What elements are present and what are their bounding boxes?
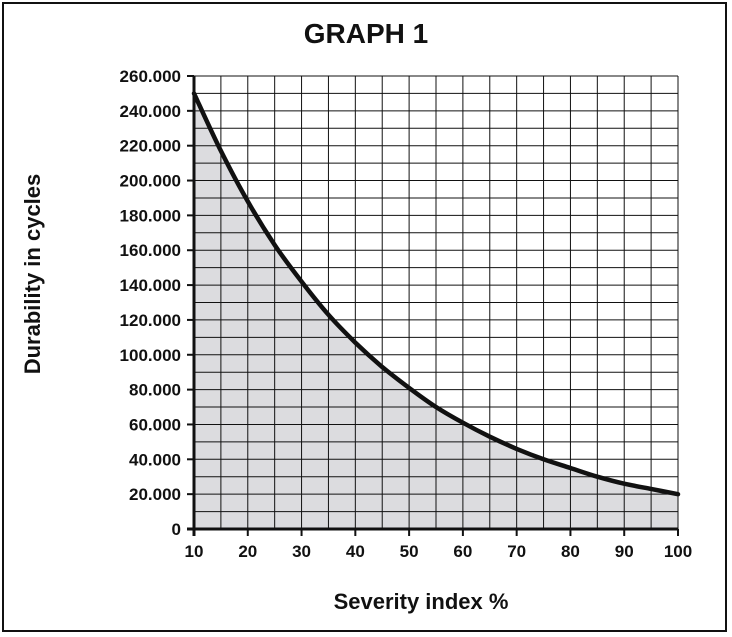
x-axis-label: Severity index % <box>333 589 509 614</box>
y-tick-label: 260.000 <box>120 67 181 86</box>
x-tick-label: 40 <box>346 542 365 561</box>
x-tick-label: 30 <box>292 542 311 561</box>
area-fill-layer <box>194 93 678 530</box>
x-tick-label: 70 <box>507 542 526 561</box>
x-tick-label: 100 <box>664 542 692 561</box>
x-tick-label: 20 <box>238 542 257 561</box>
y-tick-label: 120.000 <box>120 311 181 330</box>
y-tick-label: 80.000 <box>129 381 181 400</box>
y-tick-label: 60.000 <box>129 415 181 434</box>
series-line-layer <box>191 91 681 497</box>
y-tick-label: 220.000 <box>120 137 181 156</box>
area-fill <box>194 93 678 530</box>
x-tick-label: 90 <box>615 542 634 561</box>
x-tick-label: 10 <box>185 542 204 561</box>
y-tick-label: 100.000 <box>120 346 181 365</box>
y-tick-label: 20.000 <box>129 485 181 504</box>
tick-label-layer: 0 20.000 40.000 60.000 80.000 100.000 120.000 1… <box>120 67 693 561</box>
y-tick-label: 240.000 <box>120 102 181 121</box>
grid-layer <box>187 75 679 536</box>
y-tick-label: 40.000 <box>129 450 181 469</box>
x-tick-label: 50 <box>400 542 419 561</box>
y-tick-label: 160.000 <box>120 241 181 260</box>
y-tick-label: 180.000 <box>120 206 181 225</box>
y-tick-label: 140.000 <box>120 276 181 295</box>
chart-title: GRAPH 1 <box>303 18 429 49</box>
y-tick-label: 200.000 <box>120 172 181 191</box>
x-tick-label: 60 <box>453 542 472 561</box>
x-tick-label: 80 <box>561 542 580 561</box>
y-tick-label: 0 <box>172 520 181 539</box>
series-line <box>191 91 681 497</box>
